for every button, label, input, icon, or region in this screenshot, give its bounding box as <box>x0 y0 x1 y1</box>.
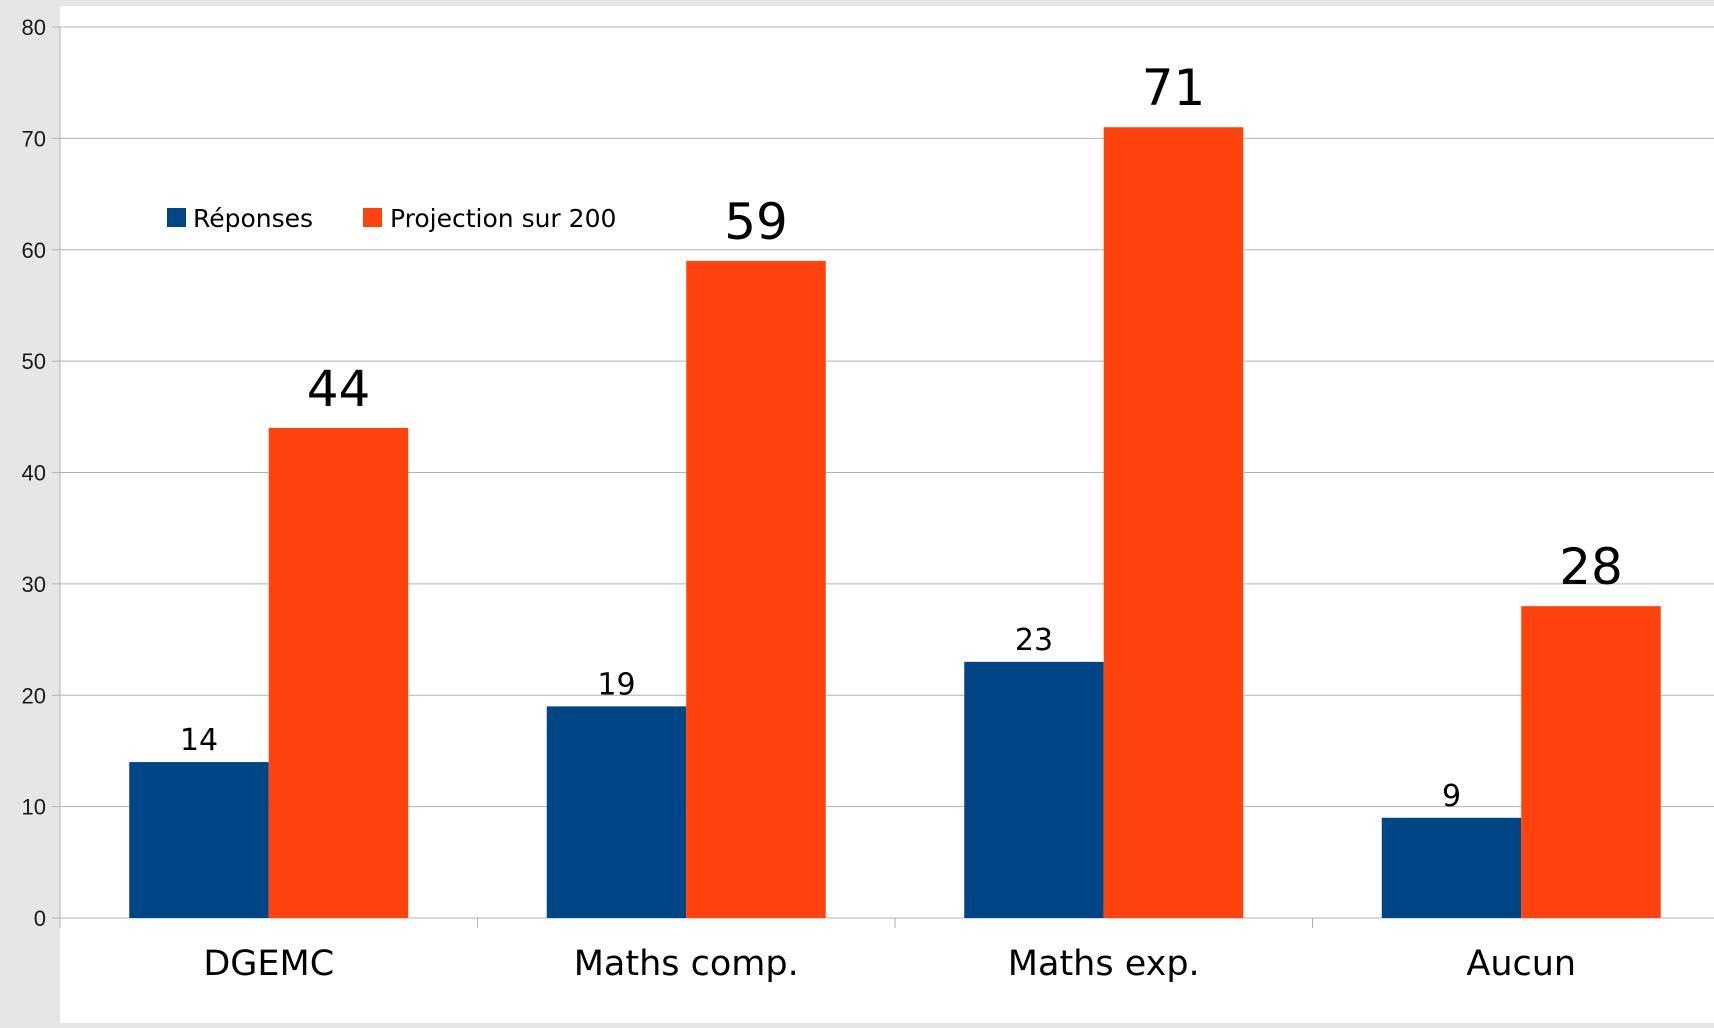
bars <box>129 127 1661 919</box>
bar-reponses <box>964 661 1104 918</box>
y-tick-label: 70 <box>22 126 46 151</box>
x-category-label: DGEMC <box>203 944 334 984</box>
y-tick-label: 50 <box>22 349 46 374</box>
bar-reponses <box>129 762 269 918</box>
bar-projection <box>1521 606 1661 918</box>
y-tick-label: 30 <box>22 572 46 597</box>
data-label: 71 <box>1142 59 1206 117</box>
legend: Réponses Projection sur 200 <box>167 204 616 233</box>
legend-label: Réponses <box>193 204 313 233</box>
bar-projection <box>1103 127 1244 919</box>
y-tick-label: 0 <box>34 906 46 931</box>
legend-swatch <box>363 208 382 227</box>
data-label: 9 <box>1442 779 1461 814</box>
y-tick-label: 60 <box>22 238 46 263</box>
bar-reponses <box>1381 817 1522 918</box>
x-category-label: Aucun <box>1466 944 1576 984</box>
data-label: 44 <box>307 360 371 418</box>
data-label: 14 <box>180 723 218 758</box>
x-category-label: Maths exp. <box>1008 944 1200 984</box>
y-tick-label: 10 <box>22 795 46 820</box>
data-label: 28 <box>1559 538 1623 596</box>
data-label: 23 <box>1015 623 1053 658</box>
grid-lines <box>60 26 1714 808</box>
y-tick-label: 40 <box>22 461 46 486</box>
bar-projection <box>686 260 826 918</box>
legend-swatch <box>167 208 186 227</box>
data-label: 59 <box>724 193 788 251</box>
y-tick-label: 20 <box>22 683 46 708</box>
x-category-label: Maths comp. <box>574 944 799 984</box>
bar-reponses <box>546 706 687 918</box>
bar-projection <box>268 427 409 918</box>
legend-label: Projection sur 200 <box>390 204 616 233</box>
y-tick-label: 80 <box>22 15 46 40</box>
data-label: 19 <box>597 667 635 702</box>
data-labels: 14 44 19 59 23 71 9 28 <box>180 59 1623 814</box>
